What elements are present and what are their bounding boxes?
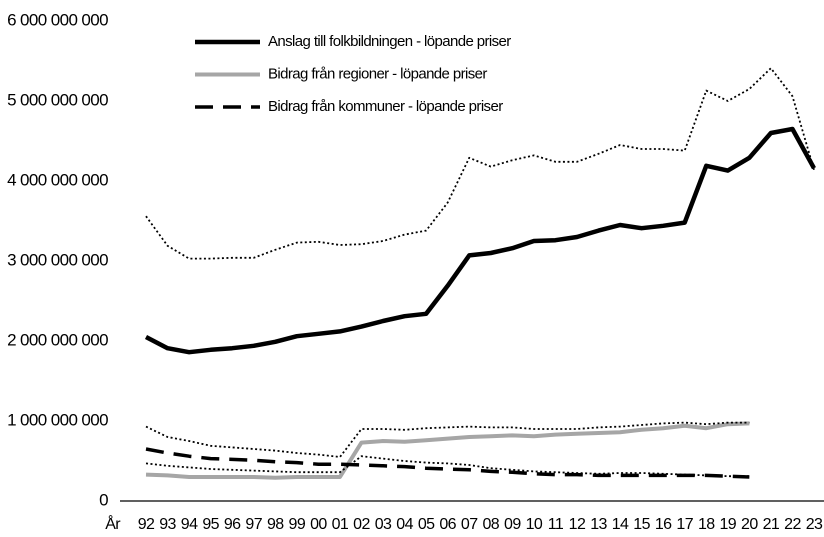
x-tick-label: 10 — [526, 516, 543, 533]
x-tick-label: 99 — [289, 516, 306, 533]
y-tick-label: 1 000 000 000 — [7, 410, 108, 429]
x-tick-label: 97 — [245, 516, 262, 533]
x-tick-label: 19 — [720, 516, 737, 533]
x-tick-label: 23 — [806, 516, 823, 533]
x-tick-label: 17 — [676, 516, 693, 533]
x-tick-label: 12 — [569, 516, 586, 533]
y-tick-label: 0 — [99, 490, 108, 509]
x-axis-label: År — [105, 514, 121, 533]
x-tick-label: 16 — [655, 516, 672, 533]
series-line — [145, 455, 750, 478]
x-tick-label: 08 — [482, 516, 499, 533]
x-tick-label: 18 — [698, 516, 715, 533]
x-tick-label: 13 — [590, 516, 607, 533]
x-tick-label: 95 — [202, 516, 219, 533]
x-tick-label: 01 — [332, 516, 349, 533]
y-tick-label: 2 000 000 000 — [7, 330, 108, 349]
x-tick-label: 11 — [548, 516, 564, 533]
x-tick-label: 03 — [375, 516, 392, 533]
x-tick-label: 15 — [633, 516, 650, 533]
x-tick-label: 09 — [504, 516, 521, 533]
legend-label: Bidrag från regioner - löpande priser — [268, 65, 487, 82]
x-tick-label: 05 — [418, 516, 435, 533]
x-tick-label: 20 — [741, 516, 758, 533]
x-tick-label: 93 — [159, 516, 176, 533]
x-tick-label: 04 — [396, 516, 413, 533]
x-tick-label: 22 — [784, 516, 801, 533]
y-tick-label: 5 000 000 000 — [7, 90, 108, 109]
legend-label: Anslag till folkbildningen - löpande pri… — [268, 33, 511, 50]
y-tick-label: 3 000 000 000 — [7, 250, 108, 269]
series-line — [145, 447, 750, 479]
x-tick-label: 07 — [461, 516, 478, 533]
x-tick-label: 21 — [763, 516, 780, 533]
y-tick-label: 6 000 000 000 — [7, 10, 108, 29]
x-tick-label: 06 — [439, 516, 456, 533]
x-tick-label: 98 — [267, 516, 284, 533]
y-tick-label: 4 000 000 000 — [7, 170, 108, 189]
series-line — [145, 421, 750, 458]
legend-label: Bidrag från kommuner - löpande priser — [268, 98, 503, 115]
x-tick-label: 14 — [612, 516, 629, 533]
series-line — [144, 126, 816, 355]
x-tick-label: 00 — [310, 516, 327, 533]
series-line — [145, 67, 815, 260]
x-tick-label: 92 — [138, 516, 155, 533]
x-tick-label: 96 — [224, 516, 241, 533]
x-tick-label: 94 — [181, 516, 198, 533]
x-tick-label: 02 — [353, 516, 370, 533]
series-line — [145, 421, 750, 480]
